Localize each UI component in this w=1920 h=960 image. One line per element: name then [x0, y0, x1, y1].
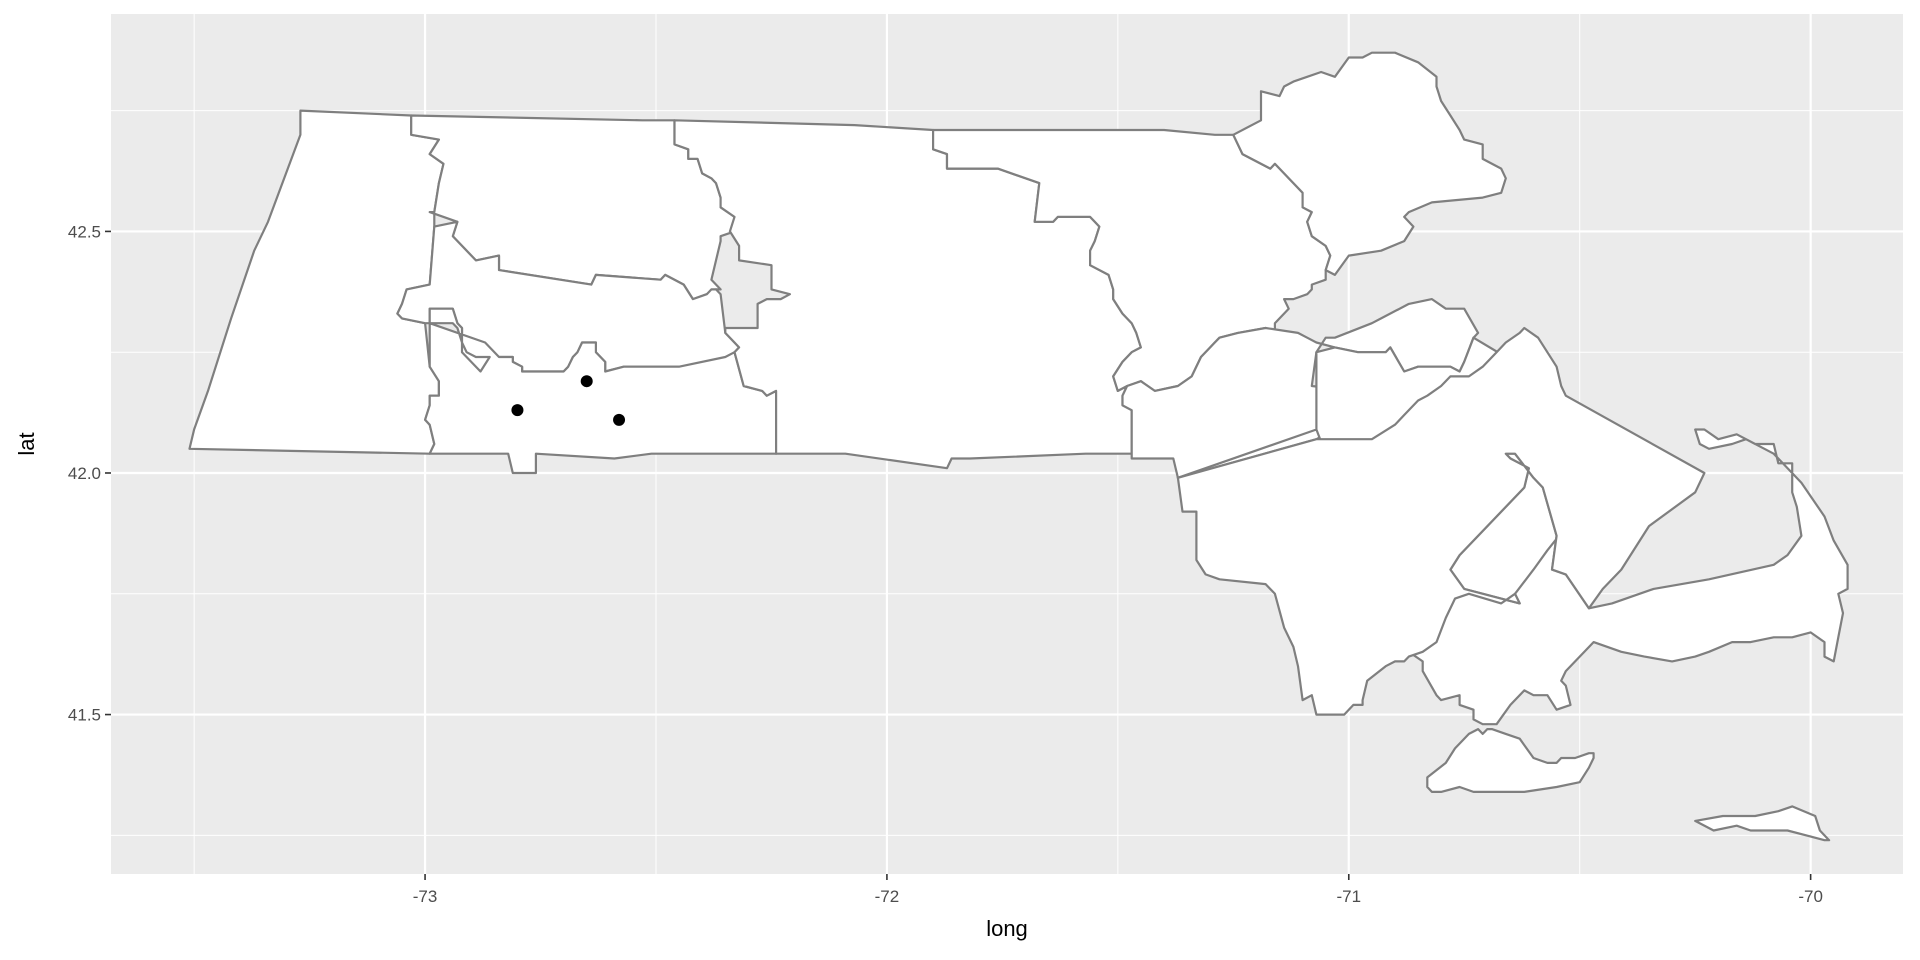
x-axis-title: long	[986, 916, 1028, 941]
y-tick-label: 41.5	[68, 706, 101, 725]
x-axis-ticks: -73 -72 -71 -70	[413, 874, 1823, 906]
y-tick-label: 42.0	[68, 464, 101, 483]
x-tick-label: -72	[875, 887, 900, 906]
x-tick-label: -73	[413, 887, 438, 906]
y-tick-label: 42.5	[68, 222, 101, 241]
data-point-1	[511, 404, 524, 417]
x-tick-label: -71	[1336, 887, 1361, 906]
data-points	[511, 375, 626, 426]
data-point-2	[580, 375, 593, 388]
county-region-10	[1176, 326, 1706, 716]
data-point-3	[613, 413, 626, 426]
county-regions	[188, 51, 1849, 842]
county-region-7	[1232, 51, 1507, 276]
county-region-12	[1694, 805, 1831, 842]
y-axis-title: lat	[14, 432, 39, 455]
x-tick-label: -70	[1798, 887, 1823, 906]
y-axis-ticks: 41.5 42.0 42.5	[68, 222, 111, 725]
county-region-11	[1426, 727, 1595, 794]
